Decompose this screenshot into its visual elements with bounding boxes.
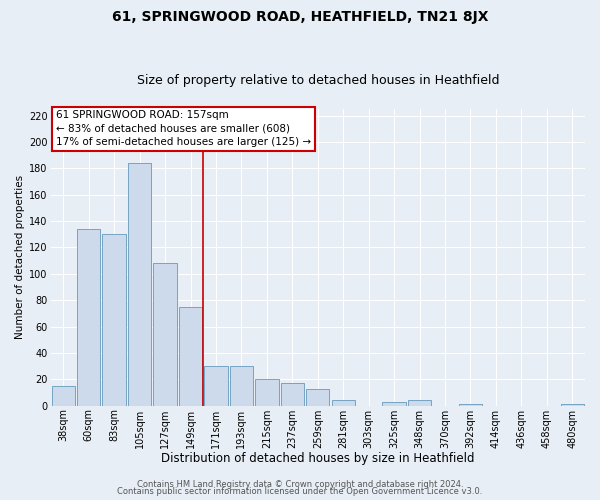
Bar <box>154 264 177 406</box>
Text: Contains public sector information licensed under the Open Government Licence v3: Contains public sector information licen… <box>118 488 482 496</box>
Bar <box>408 400 431 406</box>
Bar <box>179 307 202 406</box>
Bar <box>560 404 584 406</box>
Bar <box>281 384 304 406</box>
X-axis label: Distribution of detached houses by size in Heathfield: Distribution of detached houses by size … <box>161 452 475 465</box>
Bar <box>382 402 406 406</box>
Bar <box>204 366 227 406</box>
Title: Size of property relative to detached houses in Heathfield: Size of property relative to detached ho… <box>137 74 499 87</box>
Bar <box>128 163 151 406</box>
Bar <box>306 388 329 406</box>
Bar <box>77 229 100 406</box>
Bar <box>230 366 253 406</box>
Text: Contains HM Land Registry data © Crown copyright and database right 2024.: Contains HM Land Registry data © Crown c… <box>137 480 463 489</box>
Text: 61 SPRINGWOOD ROAD: 157sqm
← 83% of detached houses are smaller (608)
17% of sem: 61 SPRINGWOOD ROAD: 157sqm ← 83% of deta… <box>56 110 311 147</box>
Bar <box>332 400 355 406</box>
Bar <box>255 380 278 406</box>
Y-axis label: Number of detached properties: Number of detached properties <box>15 176 25 340</box>
Bar <box>52 386 75 406</box>
Bar <box>103 234 126 406</box>
Bar <box>459 404 482 406</box>
Text: 61, SPRINGWOOD ROAD, HEATHFIELD, TN21 8JX: 61, SPRINGWOOD ROAD, HEATHFIELD, TN21 8J… <box>112 10 488 24</box>
